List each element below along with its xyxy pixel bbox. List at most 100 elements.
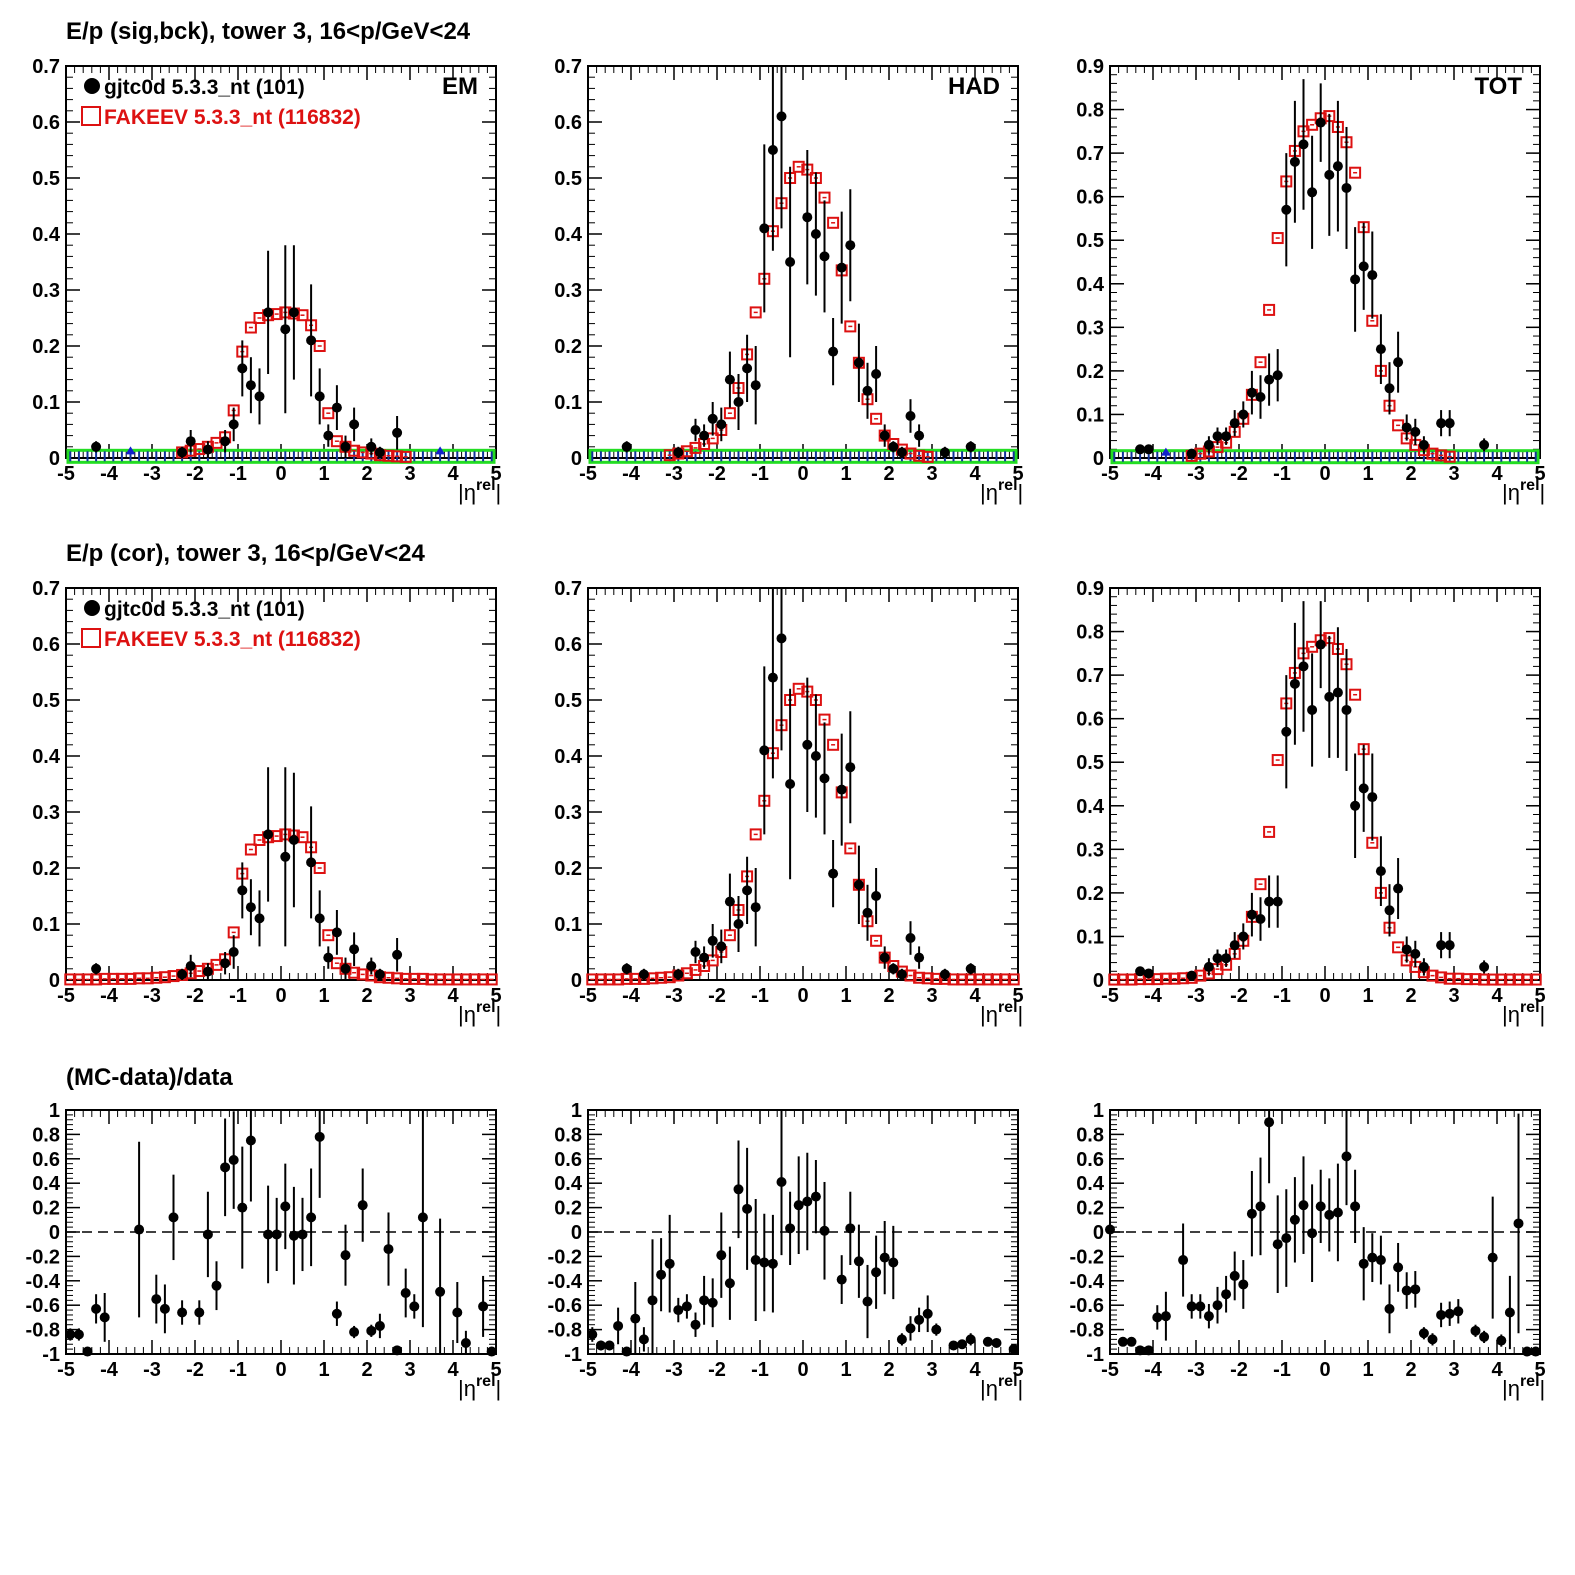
y-tick-label: 0.4: [554, 224, 583, 246]
y-tick-label: 0.8: [554, 1124, 582, 1146]
x-tick-label: 0: [1319, 985, 1330, 1007]
data-point: [871, 1267, 882, 1278]
legend-data-marker: [84, 78, 100, 94]
y-tick-label: 0.4: [32, 746, 61, 768]
background-marker: [1160, 447, 1171, 456]
y-tick-label: 0.2: [1076, 1198, 1104, 1220]
y-tick-label: -1: [42, 1344, 60, 1366]
data-point: [1143, 968, 1154, 979]
data-point: [888, 441, 899, 452]
data-point: [1307, 187, 1318, 198]
data-point: [1186, 1301, 1197, 1312]
x-tick-label: 1: [318, 463, 329, 485]
x-tick-label: -2: [708, 463, 726, 485]
data-point: [759, 1257, 770, 1268]
x-tick-label: 0: [797, 463, 808, 485]
x-tick-label: 4: [1491, 463, 1503, 485]
data-point: [785, 257, 796, 267]
data-point: [1203, 961, 1214, 972]
mc-point: [115, 972, 128, 985]
mc-point: [81, 973, 94, 986]
mc-point: [425, 973, 438, 986]
mc-point: [921, 972, 934, 985]
data-point: [664, 1258, 675, 1269]
mc-point: [870, 412, 883, 425]
y-tick-label: 0.9: [1076, 56, 1104, 78]
data-point: [733, 397, 744, 407]
data-point: [845, 240, 856, 251]
data-point: [486, 1346, 497, 1357]
data-point: [1444, 1308, 1455, 1319]
mc-point: [442, 973, 455, 986]
x-tick-label: 2: [883, 985, 894, 1007]
mc-point: [921, 450, 934, 463]
data-point: [1289, 156, 1300, 167]
mc-point: [1349, 166, 1362, 179]
data-point: [896, 1334, 907, 1345]
data-point: [1401, 1285, 1412, 1296]
x-tick-label: 2: [883, 463, 894, 485]
y-tick-label: 0.2: [554, 1198, 582, 1220]
y-tick-label: 0.8: [1076, 622, 1104, 644]
data-point: [724, 374, 735, 385]
mc-point: [1512, 973, 1525, 986]
data-point: [1272, 370, 1283, 381]
x-tick-label: 2: [361, 985, 372, 1007]
data-point: [331, 927, 342, 938]
mc-point: [990, 973, 1003, 986]
mc-point: [594, 973, 607, 986]
y-tick-label: 0.3: [32, 280, 60, 302]
x-tick-label: -2: [708, 985, 726, 1007]
x-tick-label: -3: [665, 985, 683, 1007]
mc-point: [1435, 449, 1448, 462]
data-point: [1418, 439, 1429, 450]
data-point: [1341, 1151, 1352, 1162]
y-tick-label: 0.4: [32, 1173, 61, 1195]
data-point: [99, 1312, 110, 1323]
mc-point: [141, 972, 154, 985]
legend-data-label: gjtc0d 5.3.3_nt (101): [104, 76, 305, 99]
mc-point: [930, 972, 943, 985]
data-point: [776, 1176, 787, 1187]
y-tick-label: 0.2: [554, 858, 582, 880]
data-point: [185, 961, 196, 971]
data-point: [228, 1155, 239, 1166]
x-tick-label: 3: [926, 463, 937, 485]
data-point: [965, 1334, 976, 1345]
data-point: [417, 1212, 428, 1223]
data-point: [1126, 1336, 1137, 1347]
data-point: [1143, 444, 1154, 455]
data-point: [306, 1212, 317, 1223]
data-point: [1358, 783, 1369, 794]
mc-point: [1254, 356, 1267, 369]
data-point: [810, 751, 821, 761]
x-tick-label: 4: [447, 985, 459, 1007]
mc-point: [723, 407, 736, 420]
mc-point: [1486, 973, 1499, 986]
data-point: [1375, 1255, 1386, 1266]
data-point: [1238, 1279, 1249, 1290]
data-point: [1221, 953, 1232, 964]
x-tick-label: -4: [100, 1359, 119, 1381]
data-point: [263, 1229, 274, 1240]
data-point: [1513, 1218, 1524, 1229]
x-tick-label: 3: [1448, 1359, 1459, 1381]
data-point: [1212, 953, 1223, 964]
data-point: [587, 1329, 598, 1340]
mc-point: [64, 973, 77, 986]
data-point: [177, 447, 188, 458]
data-point: [767, 672, 778, 683]
y-tick-label: 0.5: [1076, 752, 1104, 774]
x-tick-label: 5: [490, 985, 501, 1007]
x-tick-label: -2: [186, 1359, 204, 1381]
data-point: [905, 933, 916, 943]
data-point: [862, 907, 873, 918]
data-point: [707, 413, 718, 424]
data-point: [383, 1244, 394, 1255]
data-point: [435, 1286, 446, 1297]
data-point: [1315, 117, 1326, 128]
mc-point: [124, 972, 137, 985]
x-tick-label: 2: [1405, 1359, 1416, 1381]
data-point: [1479, 1331, 1490, 1342]
y-tick-label: 0.4: [1076, 1173, 1105, 1195]
